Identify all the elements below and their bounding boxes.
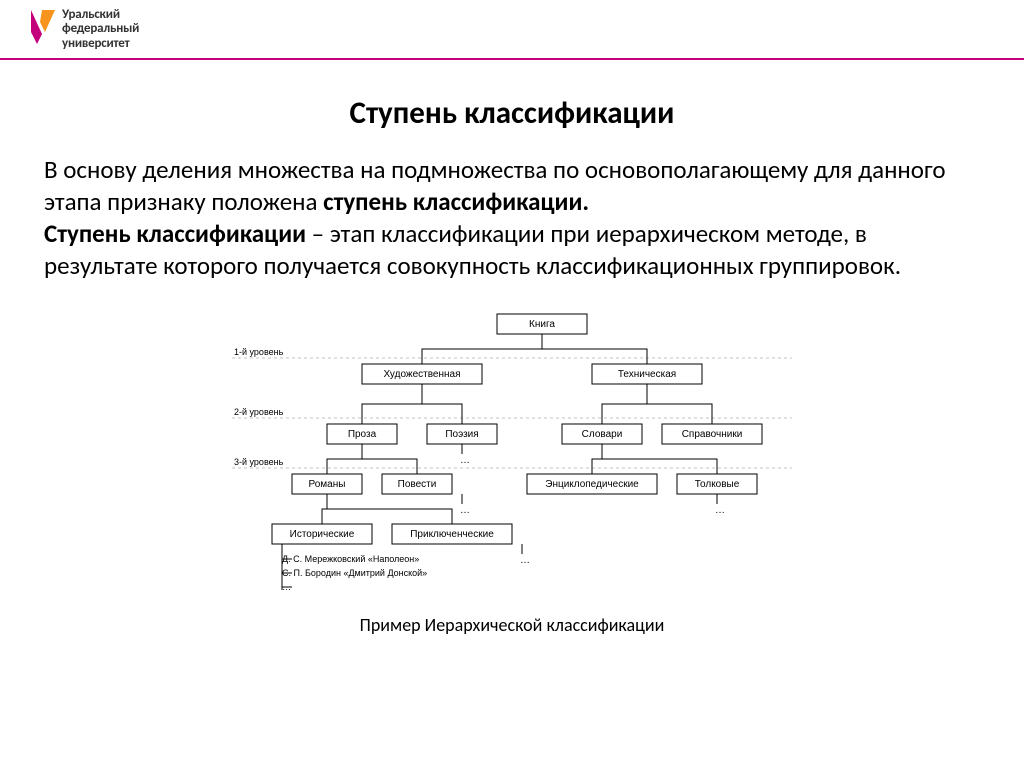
p2-a: Ступень классификации bbox=[44, 218, 306, 249]
svg-text:…: … bbox=[715, 505, 725, 516]
svg-text:3-й уровень: 3-й уровень bbox=[234, 457, 284, 467]
svg-text:Художественная: Художественная bbox=[383, 369, 460, 380]
svg-text:Поэзия: Поэзия bbox=[445, 429, 478, 440]
svg-text:Справочники: Справочники bbox=[682, 429, 743, 440]
svg-text:…: … bbox=[282, 582, 291, 592]
logo-mark-icon bbox=[30, 8, 56, 46]
svg-text:…: … bbox=[460, 505, 470, 516]
svg-text:Повести: Повести bbox=[398, 479, 437, 490]
logo-text: Уральский федеральный университет bbox=[62, 8, 139, 51]
logo-line1: Уральский bbox=[62, 8, 139, 22]
svg-text:…: … bbox=[460, 455, 470, 466]
svg-text:Д. С. Мережковский «Наполеон»: Д. С. Мережковский «Наполеон» bbox=[282, 554, 419, 564]
p1-b: ступень классификации. bbox=[323, 186, 589, 217]
svg-text:Романы: Романы bbox=[309, 479, 346, 490]
diagram-caption: Пример Иерархической классификации bbox=[0, 614, 1024, 636]
hierarchy-diagram: 1-й уровень 2-й уровень 3-й уровень … … … … Кни… bbox=[232, 304, 792, 604]
svg-text:2-й уровень: 2-й уровень bbox=[234, 407, 284, 417]
svg-text:Словари: Словари bbox=[582, 429, 623, 440]
logo-line2: федеральный bbox=[62, 22, 139, 36]
body-text: В основу деления множества на подмножест… bbox=[44, 154, 980, 282]
svg-text:Техническая: Техническая bbox=[618, 369, 676, 380]
svg-text:…: … bbox=[520, 555, 530, 566]
svg-text:Энциклопедические: Энциклопедические bbox=[545, 479, 639, 490]
svg-text:1-й уровень: 1-й уровень bbox=[234, 347, 284, 357]
svg-text:Исторические: Исторические bbox=[290, 529, 355, 540]
header: Уральский федеральный университет bbox=[0, 0, 1024, 60]
svg-text:Книга: Книга bbox=[529, 319, 555, 330]
svg-text:С. П. Бородин «Дмитрий Донской: С. П. Бородин «Дмитрий Донской» bbox=[282, 568, 427, 578]
svg-text:Толковые: Толковые bbox=[695, 479, 740, 490]
logo: Уральский федеральный университет bbox=[30, 8, 1024, 51]
header-rule bbox=[0, 58, 1024, 60]
page-title: Ступень классификации bbox=[0, 94, 1024, 132]
logo-line3: университет bbox=[62, 37, 139, 51]
svg-text:Приключенческие: Приключенческие bbox=[410, 529, 494, 540]
svg-text:Проза: Проза bbox=[348, 429, 377, 440]
